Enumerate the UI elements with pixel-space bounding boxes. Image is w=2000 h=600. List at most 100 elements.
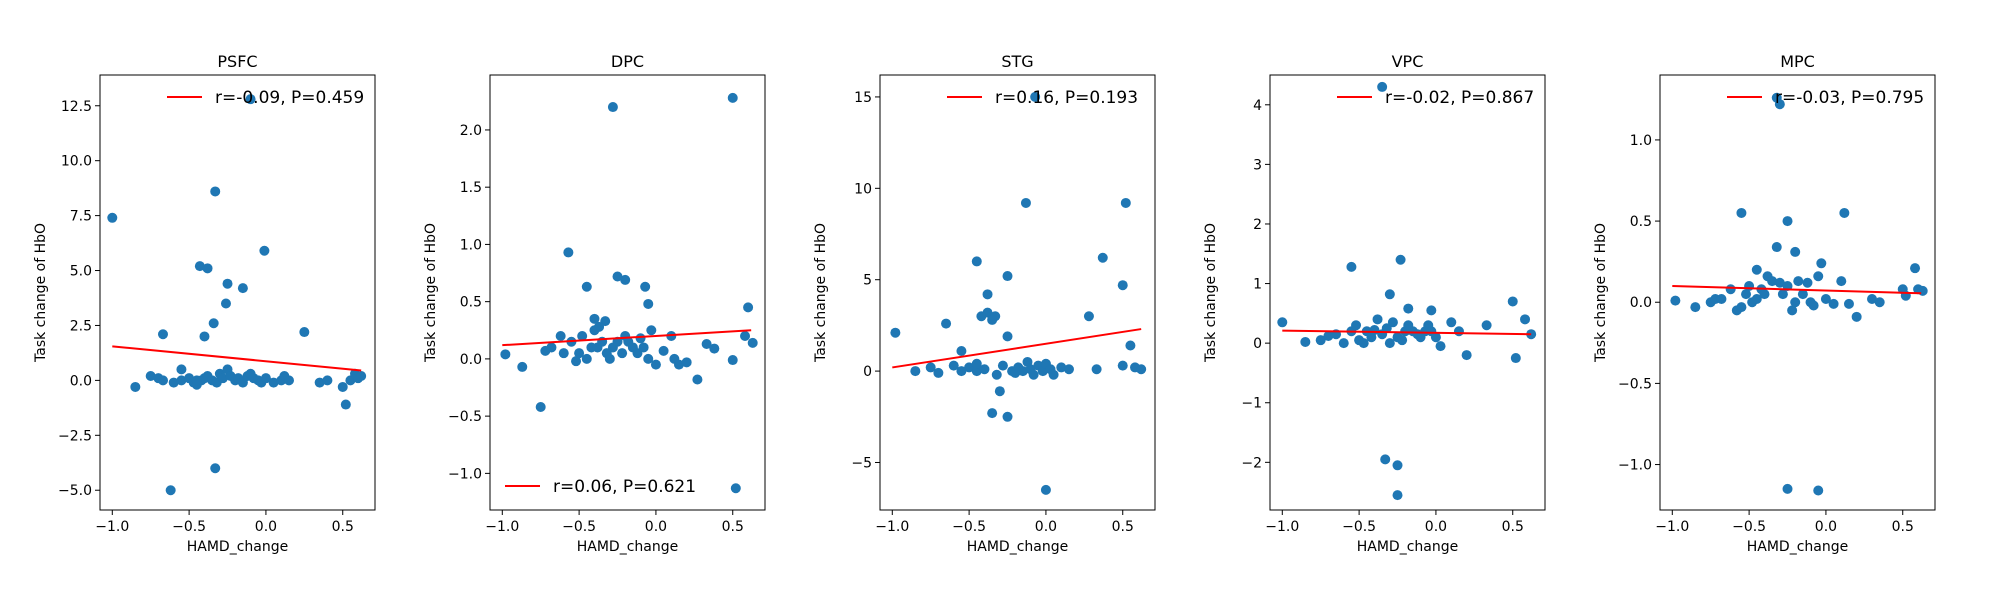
data-point: [1851, 311, 1862, 322]
data-point: [1384, 338, 1395, 349]
data-point: [555, 331, 566, 341]
data-point: [500, 349, 511, 360]
data-point: [1397, 335, 1408, 346]
data-point: [643, 298, 654, 309]
data-point: [673, 359, 684, 370]
y-tick-label: 1.0: [460, 237, 482, 253]
data-point: [168, 377, 179, 388]
data-point: [194, 261, 205, 272]
panel-title: MPC: [1780, 52, 1815, 71]
data-point: [607, 102, 618, 113]
data-point: [1816, 258, 1827, 269]
data-point: [157, 375, 168, 386]
data-point: [617, 348, 628, 359]
data-point: [747, 337, 758, 348]
y-tick-label: 1: [1253, 277, 1262, 293]
data-point: [743, 302, 754, 313]
data-point: [340, 399, 351, 410]
y-tick-label: 1.0: [1630, 133, 1652, 149]
data-point: [145, 370, 156, 381]
y-axis-label: Task change of HbO: [1203, 223, 1219, 363]
y-axis-label: Task change of HbO: [423, 223, 439, 363]
y-tick-label: 10: [854, 181, 872, 197]
data-point: [1056, 362, 1067, 373]
panel-mpc: MPC −1.0 −0.5 0.0 0.5 −1.0 −0.5 0.0 0.5 1.0 HAMD_c…: [1593, 52, 1936, 555]
y-tick-label: 0.0: [1630, 295, 1652, 311]
data-point: [1828, 298, 1839, 309]
y-tick-label: 2: [1253, 217, 1262, 233]
data-point: [971, 256, 982, 267]
y-tick-label: 2.0: [460, 123, 482, 139]
x-tick-label: −0.5: [1342, 519, 1376, 535]
data-point: [1002, 271, 1013, 282]
data-point: [643, 353, 654, 364]
fit-line: [1672, 285, 1922, 295]
data-point: [581, 353, 592, 364]
data-point: [1380, 454, 1391, 465]
x-tick-label: −0.5: [952, 519, 986, 535]
x-tick-label: 0.5: [332, 519, 354, 535]
data-point: [581, 281, 592, 292]
x-tick-label: 0.5: [1112, 519, 1134, 535]
data-point: [1507, 296, 1518, 307]
data-point: [987, 408, 998, 419]
data-point: [237, 283, 248, 294]
y-tick-label: −5.0: [58, 483, 92, 499]
data-point: [1117, 280, 1128, 291]
data-point: [245, 94, 256, 105]
data-point: [314, 377, 325, 388]
y-axis-label: Task change of HbO: [813, 223, 829, 363]
data-point: [646, 325, 657, 336]
data-point: [640, 281, 651, 292]
data-point: [546, 342, 557, 353]
data-point: [260, 373, 271, 384]
data-point: [1736, 302, 1747, 313]
data-point: [1744, 281, 1755, 292]
data-point: [1813, 485, 1824, 496]
data-point: [1403, 303, 1414, 314]
panel-title: PSFC: [217, 52, 257, 71]
data-point: [1787, 305, 1798, 316]
data-point: [1323, 331, 1334, 341]
y-tick-label: 10.0: [61, 154, 92, 170]
data-point: [157, 329, 168, 340]
fit-line: [502, 329, 752, 347]
data-point: [1435, 341, 1446, 352]
data-point: [740, 331, 751, 341]
y-tick-label: −1.0: [1618, 458, 1652, 474]
y-tick-label: −1.0: [448, 466, 482, 482]
data-point: [1836, 276, 1847, 287]
data-point: [356, 370, 367, 381]
data-point: [1910, 263, 1921, 274]
data-point: [1843, 298, 1854, 309]
data-point: [709, 343, 720, 354]
panel-title: DPC: [611, 52, 644, 71]
data-point: [220, 298, 231, 309]
x-axis-label: HAMD_change: [1357, 539, 1459, 555]
x-tick-label: 0.5: [722, 519, 744, 535]
y-tick-label: 5: [863, 273, 872, 289]
legend-text: r=-0.02, P=0.867: [1385, 88, 1534, 108]
data-point: [964, 362, 975, 373]
data-point: [997, 360, 1008, 371]
data-point: [727, 92, 738, 103]
x-axis-label: HAMD_change: [1747, 539, 1849, 555]
data-point: [191, 375, 202, 386]
data-point: [1461, 350, 1472, 361]
data-point: [956, 345, 967, 356]
data-point: [987, 314, 998, 325]
x-axis-label: HAMD_change: [577, 539, 679, 555]
x-tick-label: −1.0: [1265, 519, 1299, 535]
data-point: [574, 348, 585, 359]
panel-stg: STG −1.0 −0.5 0.0 0.5 −5 0 5 10 15 HAMD_change Task…: [813, 52, 1156, 555]
data-point: [107, 212, 118, 223]
data-point: [589, 325, 600, 336]
data-point: [956, 366, 967, 377]
data-point: [991, 369, 1002, 380]
y-tick-label: 1.5: [460, 180, 482, 196]
data-point: [217, 373, 228, 384]
y-tick-label: 0: [863, 364, 872, 380]
data-point: [517, 361, 528, 372]
data-point: [1481, 320, 1492, 331]
